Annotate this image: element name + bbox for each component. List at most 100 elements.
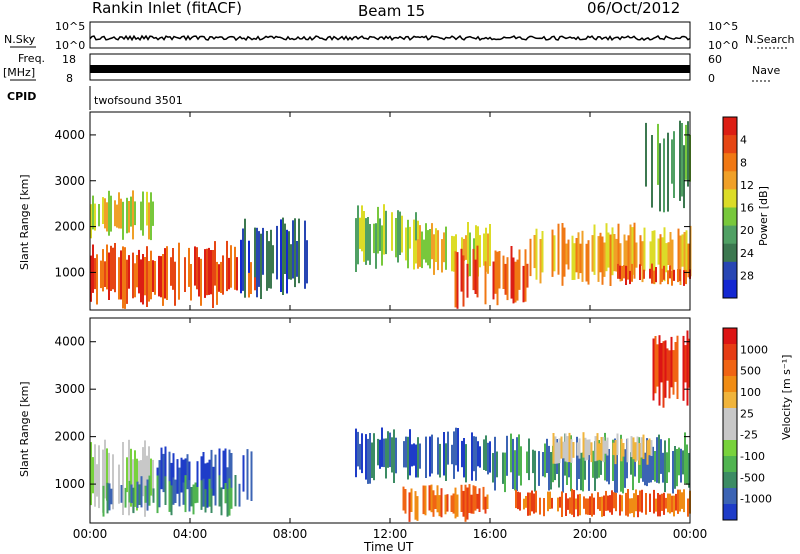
velocity-cell bbox=[132, 459, 134, 513]
velocity-cell bbox=[440, 488, 443, 518]
velocity-cell bbox=[673, 495, 675, 517]
velocity-cell bbox=[403, 441, 405, 468]
velocity-cell bbox=[621, 495, 623, 512]
power-cell bbox=[355, 218, 357, 272]
power-cell bbox=[609, 234, 612, 286]
power-cell bbox=[116, 204, 118, 228]
power-cell bbox=[144, 257, 146, 296]
power-cell bbox=[162, 254, 164, 306]
velocity-cell bbox=[425, 436, 427, 478]
velocity-cell bbox=[230, 453, 233, 500]
velocity-cell bbox=[682, 335, 685, 401]
power-cell bbox=[685, 230, 688, 274]
velocity-cell bbox=[180, 457, 183, 493]
power-ytick-label: 2000 bbox=[54, 220, 85, 234]
power-axes: 1000 2000 3000 4000 bbox=[54, 112, 691, 310]
power-cell bbox=[645, 122, 647, 187]
x-tick-label: 20:00 bbox=[573, 527, 608, 541]
velocity-cell bbox=[242, 455, 245, 492]
velocity-cell bbox=[517, 491, 519, 510]
velocity-cell bbox=[620, 438, 623, 462]
velocity-cell bbox=[178, 479, 181, 507]
velocity-cell bbox=[429, 436, 431, 477]
velocity-cell bbox=[675, 493, 677, 511]
power-cell bbox=[465, 235, 467, 260]
velocity-cell bbox=[190, 487, 193, 507]
velocity-cell bbox=[108, 452, 110, 506]
nsky-line bbox=[89, 34, 691, 42]
power-cell bbox=[258, 231, 260, 287]
power-cell bbox=[605, 223, 608, 272]
velocity-cell bbox=[652, 338, 655, 401]
velocity-cell bbox=[598, 443, 601, 460]
velocity-cell bbox=[589, 496, 591, 515]
velocity-cell bbox=[608, 449, 610, 485]
velocity-cell bbox=[140, 476, 143, 508]
velocity-cell bbox=[551, 497, 553, 509]
velocity-cell bbox=[529, 492, 531, 516]
power-cell bbox=[669, 232, 672, 270]
x-tick-labels: 00:00 04:00 08:00 12:00 16:00 20:00 00:00 bbox=[73, 527, 708, 541]
nsearch-tick-bottom: 10^0 bbox=[708, 39, 738, 52]
velocity-cbar-swatch bbox=[723, 424, 737, 441]
velocity-cell bbox=[196, 487, 199, 503]
power-cell bbox=[102, 197, 104, 224]
velocity-cell bbox=[172, 453, 175, 487]
power-cbar-tick: 16 bbox=[740, 202, 754, 215]
x-axis-label: Time UT bbox=[363, 540, 414, 554]
velocity-cell bbox=[489, 441, 491, 473]
power-cell bbox=[276, 225, 278, 280]
nsky-tick-top: 10^5 bbox=[55, 20, 85, 33]
power-cell bbox=[306, 240, 308, 284]
power-cbar-swatch bbox=[723, 135, 737, 154]
velocity-cell bbox=[531, 490, 533, 512]
velocity-cell bbox=[579, 493, 581, 516]
nsearch-tick-top: 10^5 bbox=[708, 20, 738, 33]
velocity-cell bbox=[122, 442, 124, 515]
velocity-cell bbox=[569, 497, 571, 514]
power-cell bbox=[248, 240, 250, 273]
velocity-cell bbox=[484, 496, 487, 514]
velocity-cell bbox=[627, 489, 629, 517]
velocity-cell bbox=[622, 443, 625, 457]
power-cell bbox=[627, 266, 629, 280]
velocity-cell bbox=[453, 431, 455, 479]
power-cell bbox=[375, 223, 377, 269]
velocity-cell bbox=[379, 439, 381, 469]
power-cell bbox=[122, 201, 124, 240]
power-cell bbox=[256, 227, 258, 298]
velocity-cell bbox=[631, 498, 633, 514]
velocity-cell bbox=[228, 478, 231, 516]
velocity-cell bbox=[466, 487, 469, 520]
power-cell bbox=[685, 124, 687, 180]
velocity-cell bbox=[567, 498, 569, 510]
velocity-cell bbox=[487, 442, 489, 475]
velocity-cell bbox=[644, 452, 646, 486]
velocity-cell bbox=[639, 490, 641, 512]
power-cell bbox=[96, 254, 98, 305]
power-cell bbox=[627, 235, 630, 277]
velocity-cell bbox=[357, 431, 359, 467]
velocity-cell bbox=[638, 443, 641, 465]
power-cell bbox=[599, 232, 602, 273]
velocity-cell bbox=[632, 437, 635, 460]
velocity-ytick-label: 2000 bbox=[54, 430, 85, 444]
velocity-cell bbox=[148, 446, 150, 505]
velocity-cell bbox=[416, 496, 419, 521]
power-cell bbox=[683, 145, 685, 209]
power-cell bbox=[413, 219, 415, 270]
velocity-cell bbox=[447, 431, 449, 465]
velocity-cell bbox=[212, 466, 215, 496]
velocity-cell bbox=[510, 433, 512, 473]
station-title: Rankin Inlet (fitACF) bbox=[92, 0, 242, 17]
power-cell bbox=[128, 201, 130, 233]
power-cell bbox=[476, 245, 479, 298]
power-cbar-tick: 28 bbox=[740, 269, 754, 282]
power-cell bbox=[474, 259, 477, 294]
velocity-cell bbox=[90, 442, 92, 506]
power-cell bbox=[385, 210, 387, 255]
power-cell bbox=[577, 232, 580, 279]
power-cell bbox=[679, 120, 681, 201]
velocity-cell bbox=[635, 489, 637, 512]
x-tick-label: 16:00 bbox=[473, 527, 508, 541]
